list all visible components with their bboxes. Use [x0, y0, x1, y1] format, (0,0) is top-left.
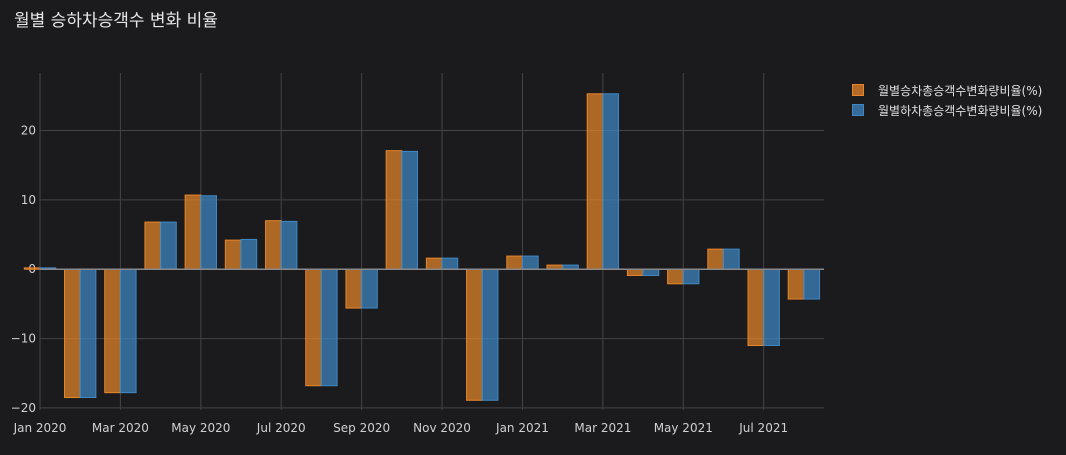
bar-boarding: [23, 267, 41, 270]
x-tick-label: May 2020: [171, 421, 230, 435]
legend-item-boarding[interactable]: 월별승차총승객수변화량비율(%): [852, 80, 1042, 100]
y-tick-label: 20: [21, 124, 36, 138]
x-tick-label: Jan 2020: [13, 421, 67, 435]
bar-boarding: [466, 268, 483, 401]
y-tick-label: −20: [11, 401, 36, 415]
bar-boarding: [506, 255, 523, 270]
x-tick-label: Jan 2021: [495, 421, 549, 435]
legend-label-alighting: 월별하차총승객수변화량비율(%): [878, 103, 1043, 118]
legend-item-alighting[interactable]: 월별하차총승객수변화량비율(%): [852, 100, 1042, 120]
bar-boarding: [425, 257, 443, 270]
bar-alighting: [401, 150, 419, 270]
bar-alighting: [763, 268, 780, 347]
bar-boarding: [345, 268, 363, 309]
bar-boarding: [747, 268, 765, 347]
x-tick-label: Nov 2020: [413, 421, 471, 435]
bar-boarding: [385, 150, 403, 270]
bar-alighting: [240, 238, 258, 270]
bar-alighting: [361, 268, 378, 309]
legend-swatch-boarding: [852, 84, 864, 96]
bar-boarding: [184, 194, 202, 270]
bar-alighting: [642, 268, 660, 276]
y-tick-label: −10: [11, 332, 36, 346]
bar-alighting: [441, 257, 459, 270]
legend-swatch-alighting: [852, 104, 864, 116]
y-tick-label: 10: [21, 193, 36, 207]
bar-alighting: [320, 268, 338, 387]
legend[interactable]: 월별승차총승객수변화량비율(%) 월별하차총승객수변화량비율(%): [852, 80, 1042, 120]
bar-boarding: [104, 268, 121, 394]
bar-boarding: [305, 268, 322, 387]
bar-boarding: [787, 268, 805, 300]
bar-boarding: [707, 248, 724, 270]
bar-alighting: [722, 248, 740, 270]
x-tick-label: Jul 2020: [256, 421, 306, 435]
bar-alighting: [481, 268, 499, 401]
x-tick-label: Mar 2021: [574, 421, 631, 435]
bar-alighting: [602, 93, 620, 270]
bar-boarding: [64, 268, 81, 399]
x-tick-label: Jul 2021: [738, 421, 788, 435]
legend-label-boarding: 월별승차총승객수변화량비율(%): [878, 83, 1043, 98]
bar-alighting: [79, 268, 97, 399]
x-tick-label: Sep 2020: [333, 421, 390, 435]
bar-boarding: [667, 268, 684, 285]
bar-alighting: [682, 268, 700, 285]
bar-boarding: [144, 221, 162, 270]
bar-alighting: [119, 268, 137, 394]
bar-alighting: [521, 255, 539, 270]
bar-boarding: [586, 93, 604, 270]
bar-alighting: [280, 220, 298, 270]
bar-alighting: [200, 195, 218, 270]
x-tick-label: Mar 2020: [92, 421, 149, 435]
bar-boarding: [626, 268, 644, 276]
bar-alighting: [803, 268, 821, 300]
chart-title: 월별 승하차승객수 변화 비율: [14, 11, 218, 31]
bar-boarding: [265, 220, 282, 270]
x-tick-label: May 2021: [654, 421, 713, 435]
bar-alighting: [160, 221, 177, 270]
bar-boarding: [224, 239, 242, 270]
